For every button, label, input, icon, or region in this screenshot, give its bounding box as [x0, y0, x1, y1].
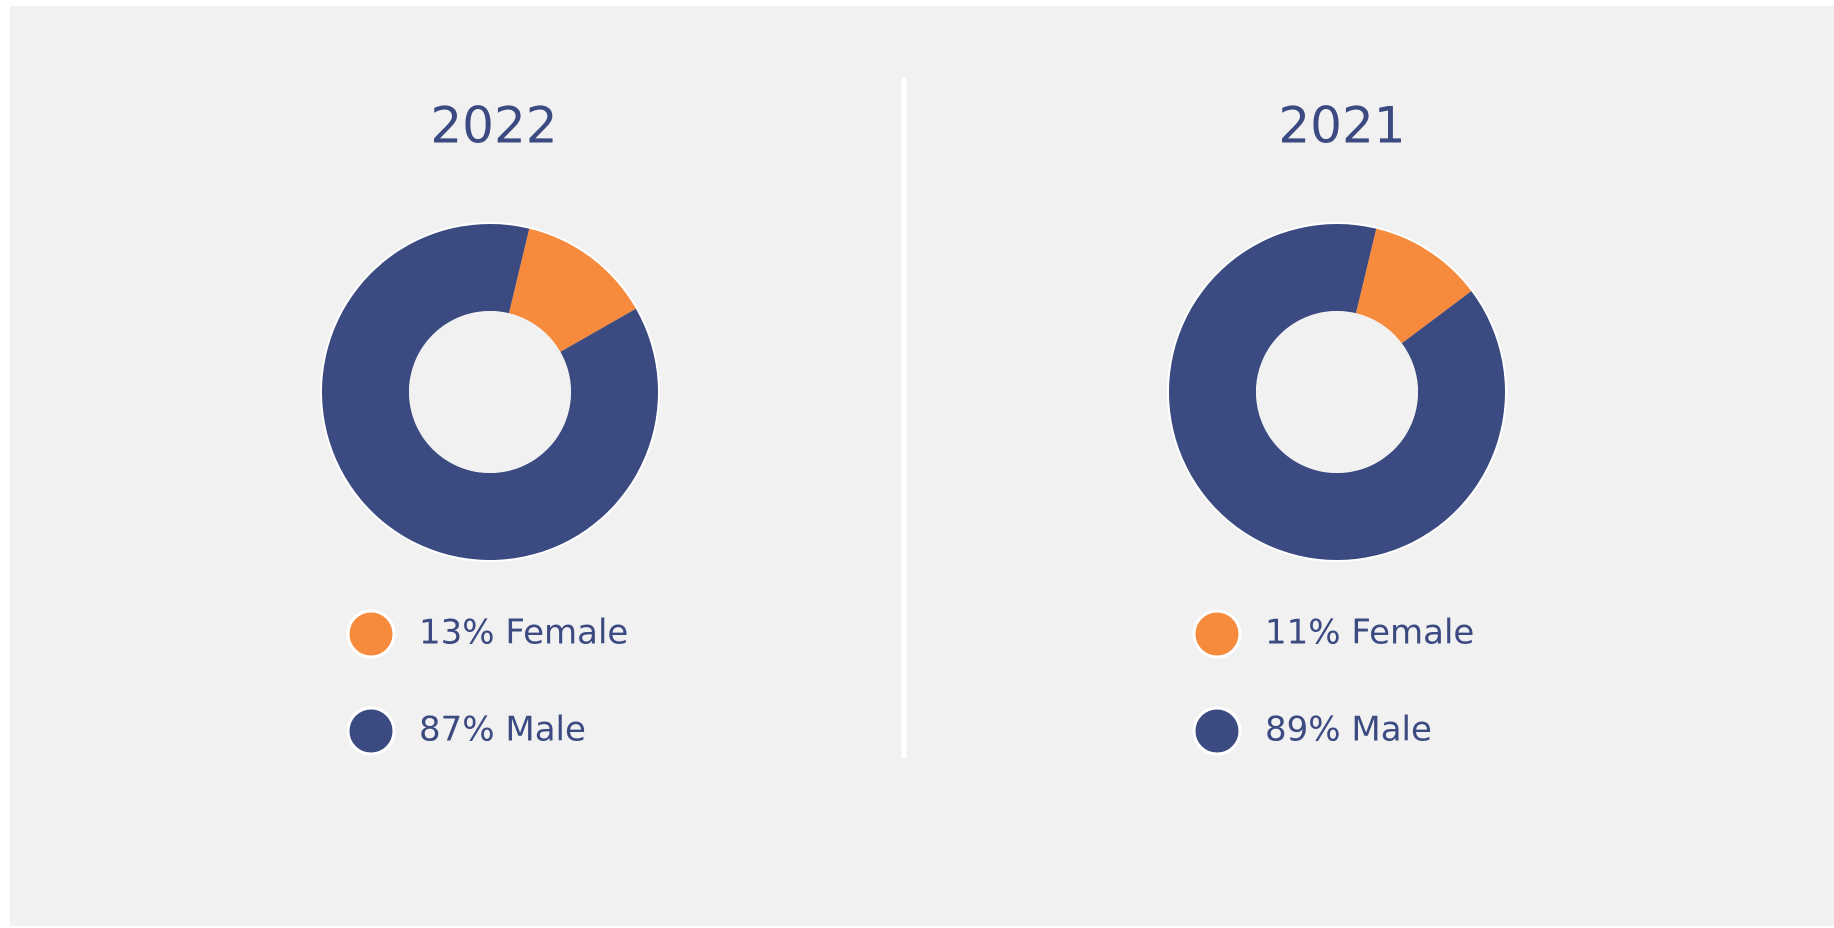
- chart-title: 2022: [430, 97, 557, 155]
- chart-title: 2021: [1278, 97, 1405, 155]
- legend-label: 13% Female: [419, 613, 628, 653]
- donut-slice: [1169, 224, 1506, 561]
- legend-swatch: [1192, 609, 1242, 659]
- donut-slice: [1355, 228, 1472, 344]
- donut-hole: [409, 311, 571, 473]
- legend-swatch: [346, 706, 396, 756]
- panel: [10, 6, 1834, 926]
- legend-swatch: [346, 609, 396, 659]
- legend-label: 87% Male: [419, 710, 586, 750]
- legend-label: 11% Female: [1265, 613, 1474, 653]
- legend-swatch: [1192, 706, 1242, 756]
- donut-slice: [508, 228, 636, 352]
- legend-label: 89% Male: [1265, 710, 1432, 750]
- donut-hole: [1256, 311, 1418, 473]
- donut-slice: [322, 224, 659, 561]
